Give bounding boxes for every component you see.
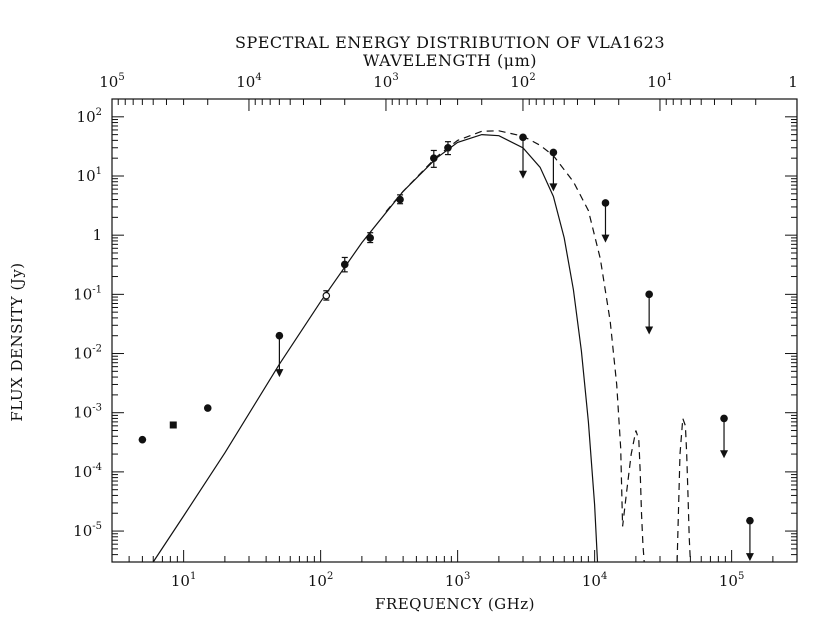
top-tick-label: 103 [373, 72, 398, 91]
top-axis-title: WAVELENGTH (μm) [363, 51, 537, 70]
upper-limit-arrowhead [601, 234, 610, 243]
upper-limit-arrowhead [275, 369, 284, 378]
y-tick-label: 1 [92, 226, 102, 244]
y-tick-label: 10-5 [73, 521, 102, 540]
data-point [430, 154, 438, 162]
data-point [138, 435, 147, 444]
upper-limit-point [549, 148, 558, 157]
top-tick-label: 104 [236, 72, 261, 91]
x-tick-label: 101 [171, 571, 196, 590]
top-tick-label: 1 [788, 73, 798, 91]
model-curves [152, 130, 691, 563]
x-tick-label: 105 [719, 571, 744, 590]
y-tick-label: 10-2 [73, 344, 102, 363]
data-point [366, 234, 374, 242]
x-tick-label: 103 [445, 571, 470, 590]
data-point [169, 421, 177, 429]
upper-limit-point [275, 331, 284, 340]
model-curve-dashed [385, 130, 645, 563]
upper-limit-point [519, 133, 527, 142]
upper-limit-point [720, 414, 728, 423]
upper-limit-point [746, 516, 754, 525]
upper-limit-arrowhead [745, 553, 754, 562]
chart-title: SPECTRAL ENERGY DISTRIBUTION OF VLA1623 [235, 33, 665, 52]
y-tick-label: 10-4 [73, 462, 102, 481]
data-point [396, 195, 404, 204]
axis-ticks [111, 98, 798, 563]
upper-limit-arrowhead [720, 450, 729, 459]
y-tick-label: 10-1 [73, 284, 102, 303]
model-curve-solid [152, 133, 599, 563]
y-tick-label: 101 [77, 166, 102, 185]
plot-frame [111, 98, 798, 563]
y-tick-label: 102 [77, 107, 102, 126]
y-axis-title: FLUX DENSITY (Jy) [8, 262, 26, 421]
tick-labels: 101 102 103 104 105 102 101 1 10-1 10-2 10-3 10-4 10… [73, 72, 798, 590]
y-tick-label: 10-3 [73, 403, 102, 422]
top-tick-label: 101 [647, 72, 672, 91]
x-tick-label: 104 [582, 571, 607, 590]
data-point [444, 143, 452, 152]
upper-limit-arrowhead [645, 326, 654, 335]
data-point [203, 404, 212, 412]
model-curve-dashed [676, 418, 691, 563]
data-points [138, 133, 754, 562]
data-point [340, 260, 349, 269]
top-tick-label: 102 [510, 72, 535, 91]
x-tick-label: 102 [308, 571, 333, 590]
upper-limit-point [645, 290, 653, 299]
upper-limit-arrowhead [549, 183, 558, 192]
upper-limit-point [601, 199, 610, 207]
upper-limit-arrowhead [519, 170, 527, 179]
top-tick-label: 105 [99, 72, 124, 91]
x-axis-title: FREQUENCY (GHz) [375, 595, 535, 613]
data-point [322, 291, 331, 300]
